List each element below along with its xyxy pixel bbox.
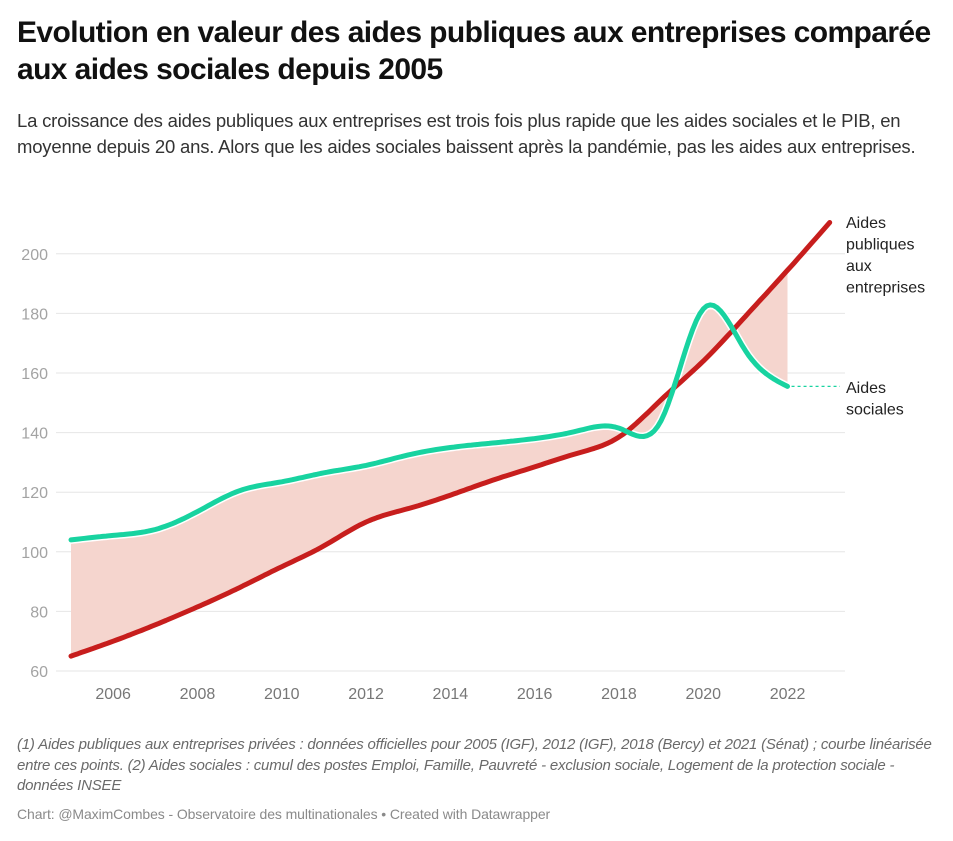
series-label-aides-sociales: sociales bbox=[846, 402, 904, 419]
series-label-aides-entreprises: Aides bbox=[846, 215, 886, 232]
y-axis: 60 80 100 120 140 160 180 200 bbox=[21, 247, 48, 681]
series-label-aides-sociales: Aides bbox=[846, 380, 886, 397]
x-tick-label: 2016 bbox=[517, 686, 553, 703]
y-tick-label: 60 bbox=[30, 664, 48, 681]
byline-text: Chart: @MaximCombes - Observatoire des m… bbox=[17, 806, 551, 822]
series-line-aides-sociales bbox=[68, 302, 790, 543]
x-tick-label: 2022 bbox=[770, 686, 806, 703]
y-tick-label: 120 bbox=[21, 485, 48, 502]
x-axis: 2006 2008 2010 2012 2014 2016 2018 2020 2022 bbox=[95, 686, 805, 703]
y-tick-label: 80 bbox=[30, 604, 48, 621]
series-lines bbox=[67, 220, 833, 659]
x-tick-label: 2020 bbox=[685, 686, 721, 703]
x-tick-label: 2018 bbox=[601, 686, 637, 703]
series-label-aides-entreprises: aux bbox=[846, 258, 872, 275]
y-tick-label: 160 bbox=[21, 366, 48, 383]
y-tick-label: 180 bbox=[21, 306, 48, 323]
y-tick-label: 100 bbox=[21, 545, 48, 562]
x-tick-label: 2006 bbox=[95, 686, 131, 703]
x-tick-label: 2012 bbox=[348, 686, 384, 703]
y-tick-label: 200 bbox=[21, 247, 48, 264]
series-labels: Aides publiques aux entreprises Aides sociale… bbox=[791, 215, 925, 419]
byline: Chart: @MaximCombes - Observatoire des m… bbox=[17, 806, 550, 822]
gap-area bbox=[71, 270, 788, 657]
series-label-aides-entreprises: publiques bbox=[846, 237, 915, 254]
y-tick-label: 140 bbox=[21, 426, 48, 443]
footnotes: (1) Aides publiques aux entreprises priv… bbox=[17, 736, 932, 794]
x-tick-label: 2008 bbox=[180, 686, 216, 703]
series-line-aides-entreprises bbox=[68, 220, 833, 659]
x-tick-label: 2010 bbox=[264, 686, 300, 703]
x-tick-label: 2014 bbox=[433, 686, 469, 703]
chart-title: Evolution en valeur des aides publiques … bbox=[17, 16, 931, 86]
chart-subtitle: La croissance des aides publiques aux en… bbox=[17, 110, 916, 157]
series-label-aides-entreprises: entreprises bbox=[846, 280, 925, 297]
